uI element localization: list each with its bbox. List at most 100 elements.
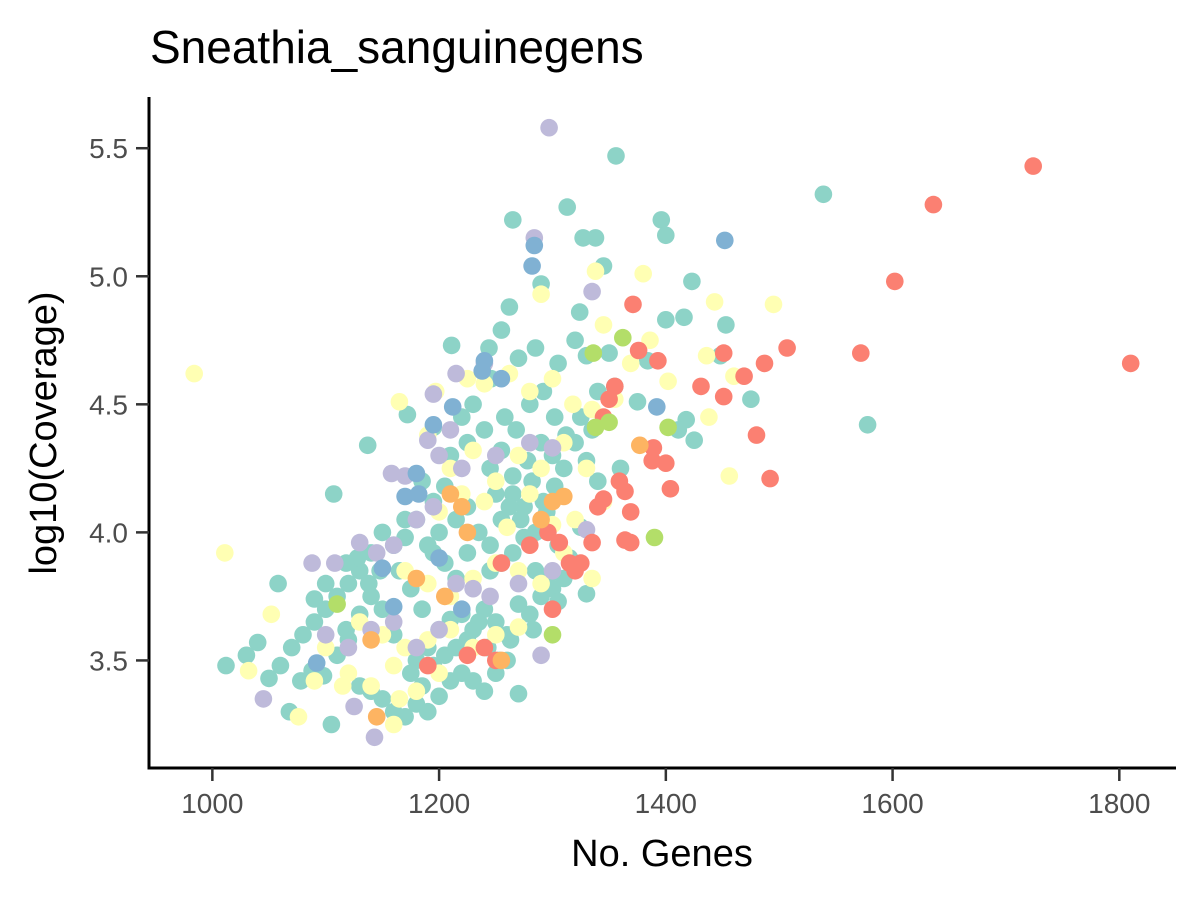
data-point [543,626,562,644]
data-point [550,533,569,552]
data-point [305,590,324,608]
data-point [558,198,576,216]
data-point [487,613,505,631]
data-point [507,421,525,439]
data-point [509,684,528,703]
data-point [419,656,437,675]
data-point [419,431,437,450]
data-point [504,211,522,229]
data-point [447,364,465,383]
data-point [600,390,618,409]
data-point [543,600,562,618]
data-point [365,728,384,747]
data-point [339,638,358,657]
data-point [216,544,234,562]
data-point [586,418,605,437]
data-point [570,303,589,321]
data-point [586,229,605,247]
data-point [248,633,267,652]
data-point [316,626,335,644]
data-point [534,382,553,401]
data-point [714,387,733,406]
data-point [566,562,584,580]
data-point [350,533,369,552]
data-point [500,498,519,516]
data-point [924,195,943,214]
data-point [1121,354,1140,373]
data-point [390,690,409,708]
data-point [583,282,601,301]
data-point [564,395,582,414]
y-tick-label: 5.5 [89,133,128,164]
data-point [675,308,693,327]
y-tick-label: 4.0 [89,517,128,548]
data-point [475,682,494,700]
chart-title: Sneathia_sanguinegens [150,21,644,73]
data-point [858,416,877,434]
x-tick-label: 1600 [861,788,923,819]
x-tick-label: 1000 [181,788,243,819]
data-point [453,498,471,516]
data-point [523,257,541,275]
data-point [543,439,562,457]
data-point [324,485,343,503]
data-point [616,482,634,501]
data-point [339,574,358,593]
data-point [358,436,377,455]
data-point [577,459,596,478]
data-point [407,569,426,588]
data-point [652,211,671,229]
data-point [735,367,753,386]
data-point [326,554,344,572]
data-point [852,344,870,362]
data-point [574,229,592,247]
y-axis-ticks: 3.5 4.0 4.5 5.0 5.5 [89,133,149,676]
data-point [269,574,287,593]
data-point [464,441,482,460]
data-point [492,369,511,388]
data-point [509,595,528,613]
data-point [390,393,409,411]
data-point [543,562,562,580]
data-point [644,439,663,457]
data-point [398,405,417,424]
data-point [521,395,539,414]
data-point [621,354,640,373]
data-point [661,480,680,498]
data-point [685,431,703,450]
data-point [487,626,505,644]
data-point [436,587,454,606]
data-point [589,472,607,491]
data-point [492,651,511,670]
data-point [761,469,779,488]
data-point [396,487,414,506]
data-point [289,708,308,726]
data-point [583,569,601,588]
data-point [532,646,550,665]
data-point [532,459,550,478]
data-point [659,418,677,437]
data-point [742,390,760,409]
data-point [683,272,701,291]
data-point [583,533,601,552]
data-point [384,536,403,554]
x-tick-label: 1800 [1088,788,1150,819]
data-point [424,498,443,516]
data-point [764,295,783,314]
data-point [525,236,544,255]
data-point [1024,157,1042,175]
data-point [500,298,519,316]
data-point [384,715,403,734]
data-point [532,285,550,304]
data-point [504,467,522,485]
data-point [532,510,550,529]
data-point [424,416,443,434]
data-point [634,264,652,283]
data-point [473,362,492,380]
data-point [509,618,528,636]
data-point [305,672,324,690]
data-point [540,118,558,137]
data-point [645,528,664,547]
data-point [384,597,403,616]
